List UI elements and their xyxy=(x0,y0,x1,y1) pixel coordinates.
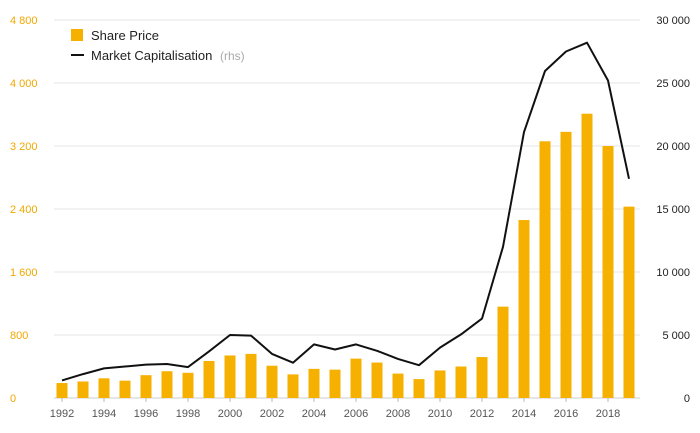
left-tick-label: 3 200 xyxy=(10,141,38,153)
bar-share-price xyxy=(539,141,551,398)
left-axis-ticks: 0 800 1 600 2 400 3 200 4 000 4 800 xyxy=(10,15,38,405)
x-tick-label: 2000 xyxy=(218,408,242,420)
left-tick-label: 4 800 xyxy=(10,15,38,27)
right-axis-ticks: 0 5 000 10 000 15 000 20 000 25 000 30 000 xyxy=(656,15,690,405)
bar-share-price xyxy=(287,374,299,398)
bar-share-price xyxy=(161,371,173,398)
left-tick-label: 4 000 xyxy=(10,78,38,90)
bar-share-price xyxy=(329,369,341,398)
bar-share-price xyxy=(497,306,509,398)
x-axis-ticks: 1992 1994 1996 1998 2000 2002 2004 2006 2008 2010… xyxy=(50,398,620,420)
bar-share-price xyxy=(308,368,320,398)
right-tick-label: 25 000 xyxy=(656,78,690,90)
bar-share-price xyxy=(623,206,635,398)
x-tick-label: 1994 xyxy=(92,408,116,420)
bar-share-price xyxy=(119,380,131,398)
bar-share-price xyxy=(140,375,152,398)
x-tick-label: 2002 xyxy=(260,408,284,420)
bar-share-price xyxy=(476,357,488,398)
x-tick-label: 2010 xyxy=(428,408,452,420)
x-tick-label: 2014 xyxy=(512,408,536,420)
legend: Share Price Market Capitalisation (rhs) xyxy=(71,28,245,63)
bar-share-price xyxy=(182,372,194,398)
x-tick-label: 1996 xyxy=(134,408,158,420)
bar-share-price xyxy=(371,362,383,398)
x-tick-label: 2004 xyxy=(302,408,326,420)
bar-share-price xyxy=(224,355,236,398)
legend-market-cap-suffix: (rhs) xyxy=(220,49,245,63)
left-tick-label: 0 xyxy=(10,393,16,405)
right-tick-label: 5 000 xyxy=(662,330,690,342)
right-tick-label: 15 000 xyxy=(656,204,690,216)
bar-share-price xyxy=(98,378,110,398)
x-tick-label: 2012 xyxy=(470,408,494,420)
x-tick-label: 2008 xyxy=(386,408,410,420)
x-tick-label: 1992 xyxy=(50,408,74,420)
x-tick-label: 2018 xyxy=(596,408,620,420)
bar-share-price xyxy=(350,358,362,398)
right-tick-label: 0 xyxy=(684,393,690,405)
legend-market-cap-label: Market Capitalisation (rhs) xyxy=(91,48,245,63)
bar-share-price xyxy=(455,366,467,398)
x-tick-label: 2016 xyxy=(554,408,578,420)
bar-share-price xyxy=(203,360,215,398)
legend-share-price-swatch xyxy=(71,29,83,41)
left-tick-label: 2 400 xyxy=(10,204,38,216)
grid-lines xyxy=(54,19,640,399)
x-tick-label: 2006 xyxy=(344,408,368,420)
right-tick-label: 30 000 xyxy=(656,15,690,27)
market-cap-line xyxy=(61,41,630,382)
legend-market-cap-name: Market Capitalisation xyxy=(91,48,212,63)
bar-share-price xyxy=(413,379,425,398)
bar-share-price xyxy=(602,146,614,398)
legend-share-price-label: Share Price xyxy=(91,28,159,43)
bar-share-price xyxy=(266,365,278,398)
bar-share-price xyxy=(581,113,593,399)
bar-share-price xyxy=(392,373,404,398)
bar-share-price xyxy=(77,381,89,398)
bar-share-price xyxy=(434,370,446,398)
bar-share-price xyxy=(560,131,572,398)
left-tick-label: 1 600 xyxy=(10,267,38,279)
right-tick-label: 20 000 xyxy=(656,141,690,153)
bar-share-price xyxy=(518,220,530,398)
bar-share-price xyxy=(56,383,68,398)
right-tick-label: 10 000 xyxy=(656,267,690,279)
left-tick-label: 800 xyxy=(10,330,28,342)
bar-share-price xyxy=(245,353,257,398)
share-price-bars xyxy=(56,113,635,399)
x-tick-label: 1998 xyxy=(176,408,200,420)
